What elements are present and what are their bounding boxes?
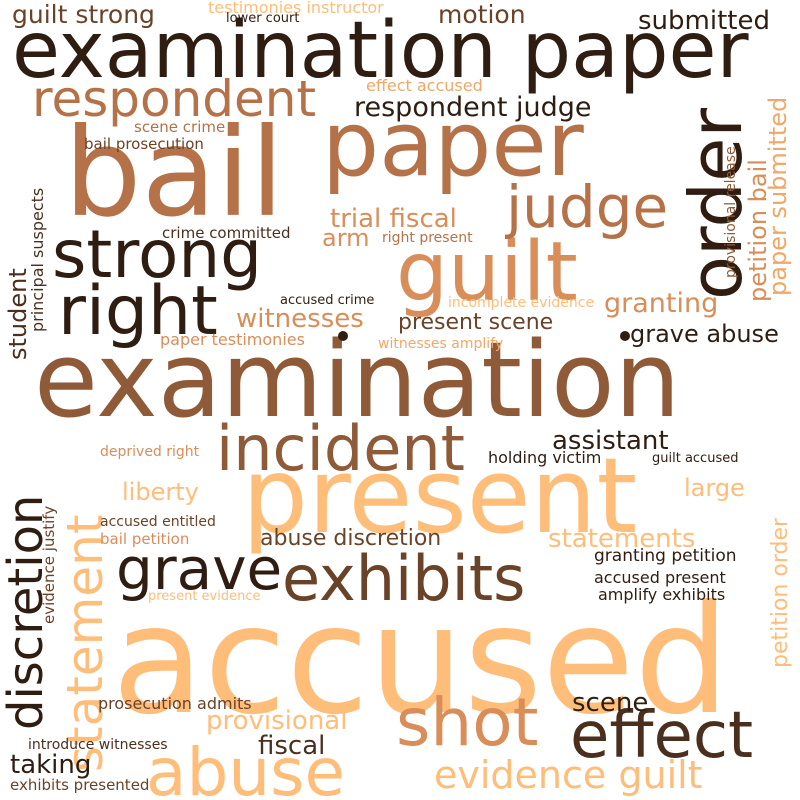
word-arm: arm [322,224,370,252]
word-bail-petition: bail petition [100,530,190,548]
word-petition-order: petition order [768,517,793,668]
word-right-present: right present [382,230,473,246]
word-large: large [684,474,745,502]
word-assistant: assistant [552,426,669,456]
word-abuse: abuse [146,734,346,800]
dot-mark-1 [620,331,630,341]
word-effect: effect [570,699,754,773]
word-testimonies-instructor: testimonies instructor [208,0,384,17]
word-examination: examination [34,319,681,441]
word-taking: taking [10,750,92,780]
word-prosecution-admits: prosecution admits [98,694,252,713]
word-paper-submitted: paper submitted [764,96,792,296]
word-evidence-justify: evidence justify [40,505,58,624]
word-examination-paper: examination paper [12,6,749,96]
word-amplify-exhibits: amplify exhibits [598,585,726,604]
word-respondent: respondent [32,70,317,128]
word-incident: incident [216,412,465,485]
word-exhibits: exhibits [282,542,526,615]
word-student: student [4,268,32,360]
word-guilt: guilt [396,225,578,320]
word-introduce-witnesses: introduce witnesses [28,737,168,753]
word-deprived-right: deprived right [100,444,200,460]
word-order: order [674,108,758,300]
word-principal-suspects: principal suspects [28,187,47,332]
word-witnesses: witnesses [236,304,364,334]
word-accused-crime: accused crime [280,293,375,308]
word-lower-court: lower court [226,11,300,26]
word-right: right [58,272,218,351]
word-trial-fiscal: trial fiscal [330,204,457,234]
word-granting: granting [604,288,719,319]
word-exhibits-presented: exhibits presented [10,776,150,794]
word-guilt-accused: guilt accused [652,451,739,466]
word-granting-petition: granting petition [594,546,737,566]
word-paper: paper [322,92,584,197]
word-paper-testimonies: paper testimonies [160,330,305,349]
word-scene-crime: scene crime [134,118,226,136]
word-crime-committed: crime committed [162,224,291,242]
word-grave: grave [116,535,283,603]
word-witnesses-amplify: witnesses amplify [378,336,504,352]
word-statements: statements [548,524,696,554]
word-evidence-guilt: evidence guilt [434,753,703,797]
word-grave-abuse: grave abuse [630,320,779,348]
word-incomplete-evidence: incomplete evidence [448,295,595,311]
word-bail: bail [64,102,284,244]
word-accused-entitled: accused entitled [100,514,216,530]
word-provisional: provisional [206,706,348,736]
word-abuse-discretion: abuse discretion [260,526,442,551]
word-motion: motion [438,0,526,29]
word-fiscal: fiscal [258,731,326,761]
word-bail-prosecution: bail prosecution [84,135,204,153]
word-present-evidence: present evidence [148,589,261,604]
word-accused: accused [112,574,730,748]
word-shot: shot [396,684,539,761]
word-accused-present: accused present [594,568,726,587]
word-guilt-strong: guilt strong [12,0,155,29]
word-strong: strong [52,216,263,293]
word-scene: scene [572,688,649,718]
word-submitted: submitted [638,6,770,36]
word-respondent-judge: respondent judge [354,92,592,123]
word-judge: judge [506,173,669,241]
word-present-scene: present scene [398,310,554,335]
word-present: present [242,435,638,557]
word-holding-victim: holding victim [488,448,602,467]
word-provisional-release: provisional release [723,146,739,278]
dot-mark-2 [338,331,348,341]
word-statement: statement [56,514,114,772]
word-effect-accused: effect accused [366,76,483,95]
word-liberty: liberty [122,478,199,506]
